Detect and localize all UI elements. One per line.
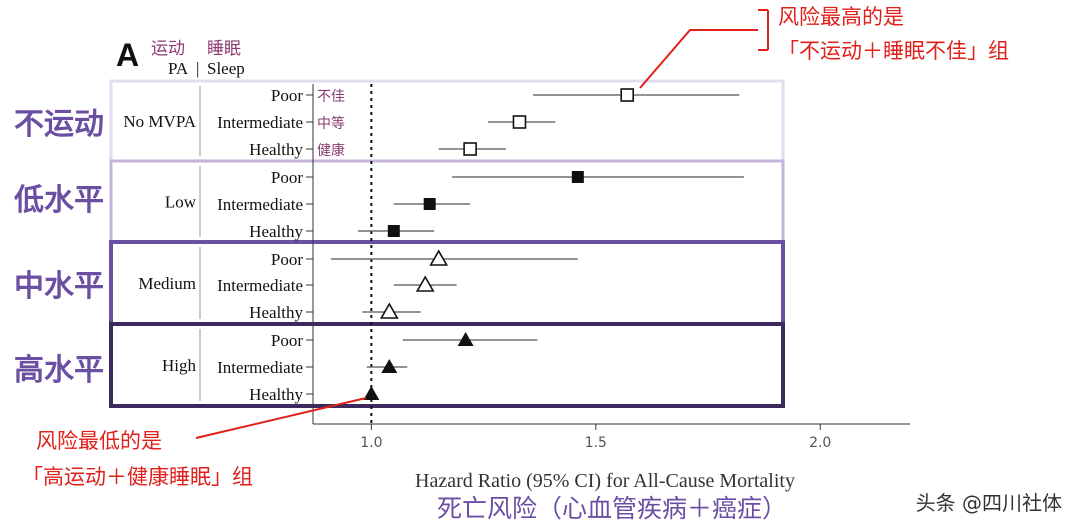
header-sep: | — [196, 59, 199, 78]
group-cn-medium: 中水平 — [14, 269, 104, 304]
group-name-high: High — [162, 356, 197, 375]
row-label: Intermediate — [217, 358, 303, 377]
hr-point — [363, 386, 380, 400]
x-tick-label: 1.0 — [360, 435, 382, 451]
hr-point — [512, 115, 527, 129]
annotation-bottom-pointer — [195, 397, 367, 439]
hr-point — [429, 249, 449, 266]
row-label: Healthy — [249, 303, 303, 322]
hr-point — [571, 171, 584, 183]
hr-point — [463, 142, 477, 156]
markers — [363, 88, 635, 400]
row-label: Healthy — [249, 140, 303, 159]
x-tick-label: 1.5 — [585, 435, 607, 451]
hr-point — [620, 88, 635, 102]
group-box-low — [109, 159, 785, 244]
annotation-bottom-line1: 风险最低的是 — [36, 429, 162, 453]
group-box-high — [109, 322, 785, 408]
x-axis-title: Hazard Ratio (95% CI) for All-Cause Mort… — [415, 470, 795, 492]
annotation-top-line2: 「不运动＋睡眠不佳」组 — [778, 39, 1009, 63]
group-cn-low: 低水平 — [13, 183, 104, 218]
header-pa-en: PA — [168, 59, 189, 78]
hr-point — [387, 225, 400, 237]
x-axis-title-cn: 死亡风险（心血管疾病＋癌症） — [437, 494, 787, 523]
header-pa-cn: 运动 — [151, 39, 185, 59]
group-name-medium: Medium — [138, 274, 196, 293]
row-label: Poor — [271, 331, 303, 350]
hr-point — [423, 198, 436, 210]
group-cn-none: 不运动 — [14, 107, 104, 142]
row-label: Poor — [271, 86, 303, 105]
cn-sleep-poor: 不佳 — [317, 89, 345, 105]
row-ticks — [306, 94, 313, 395]
annotation-bottom-line2: 「高运动＋健康睡眠」组 — [22, 465, 253, 489]
row-label: Intermediate — [217, 276, 303, 295]
row-label: Intermediate — [217, 113, 303, 132]
annotation-top-bracket — [639, 9, 769, 89]
annotation-top-line1: 风险最高的是 — [778, 5, 904, 29]
row-label: Intermediate — [217, 195, 303, 214]
watermark: 头条 @四川社体 — [916, 491, 1062, 515]
cn-sleep-healthy: 健康 — [317, 142, 345, 159]
x-tick-label: 2.0 — [809, 435, 831, 451]
group-names: No MVPA Low Medium High — [123, 112, 196, 375]
row-label: Healthy — [249, 385, 303, 404]
row-labels: Poor Intermediate Healthy Poor Intermediate H… — [217, 86, 303, 404]
row-label: Healthy — [249, 222, 303, 241]
header-sleep-cn: 睡眠 — [207, 39, 241, 59]
cn-sleep-intermediate: 中等 — [317, 115, 345, 132]
group-name-no-mvpa: No MVPA — [123, 112, 196, 131]
hr-point — [457, 332, 474, 346]
row-label: Poor — [271, 168, 303, 187]
header-sleep-en: Sleep — [207, 59, 245, 78]
hr-point — [379, 302, 399, 319]
hr-point — [415, 275, 435, 292]
group-box-medium — [109, 240, 785, 326]
group-name-low: Low — [165, 193, 197, 212]
panel-letter: A — [116, 37, 139, 73]
row-label: Poor — [271, 250, 303, 269]
group-cn-high: 高水平 — [14, 353, 104, 388]
hr-point — [381, 359, 398, 373]
x-ticks: 1.0 1.5 2.0 — [360, 424, 831, 451]
